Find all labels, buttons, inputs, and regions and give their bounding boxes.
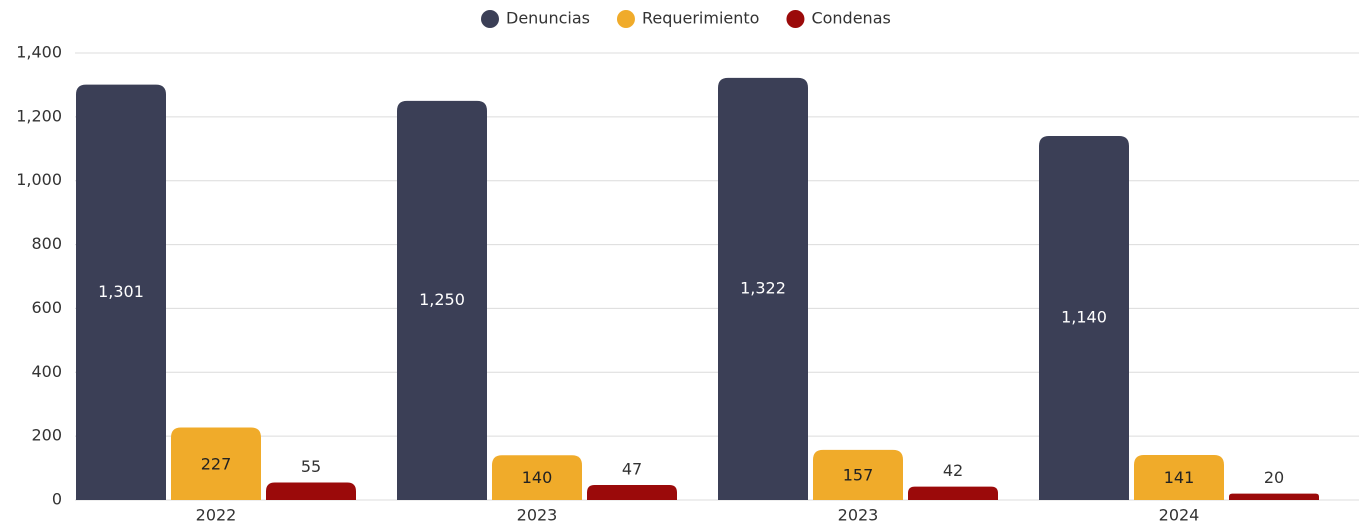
legend-label: Denuncias <box>506 9 590 28</box>
bar <box>1039 136 1129 500</box>
data-label: 1,250 <box>419 290 465 309</box>
data-label: 140 <box>522 468 553 487</box>
bar <box>397 100 487 501</box>
legend-label: Condenas <box>811 9 890 28</box>
data-label: 20 <box>1264 468 1284 487</box>
y-tick-label: 1,000 <box>16 170 62 189</box>
y-tick-label: 600 <box>31 298 62 317</box>
data-label: 47 <box>622 459 642 478</box>
bar <box>718 77 808 500</box>
bar <box>1134 454 1224 500</box>
data-label: 157 <box>843 465 874 484</box>
bar <box>1229 493 1319 500</box>
data-label: 42 <box>943 461 963 480</box>
x-tick-label: 2022 <box>196 506 237 525</box>
data-label: 227 <box>201 454 232 473</box>
legend-label: Requerimiento <box>642 9 759 28</box>
y-tick-label: 800 <box>31 234 62 253</box>
data-label: 1,322 <box>740 278 786 297</box>
x-tick-label: 2023 <box>838 506 879 525</box>
bar <box>492 455 582 500</box>
data-label: 1,301 <box>98 282 144 301</box>
bar <box>813 449 903 500</box>
y-tick-label: 0 <box>52 490 62 509</box>
data-label: 55 <box>301 457 321 476</box>
legend-marker <box>481 10 499 28</box>
x-tick-label: 2024 <box>1159 506 1200 525</box>
data-label: 1,140 <box>1061 308 1107 327</box>
y-tick-label: 1,400 <box>16 43 62 62</box>
bar <box>171 427 261 500</box>
legend-marker <box>616 10 635 28</box>
data-label: 141 <box>1164 468 1195 487</box>
bar <box>908 486 998 500</box>
legend-marker <box>786 10 805 28</box>
bar <box>587 484 677 500</box>
bar <box>76 84 166 500</box>
y-tick-label: 200 <box>31 426 62 445</box>
x-tick-label: 2023 <box>517 506 558 525</box>
bar <box>266 482 356 500</box>
y-tick-label: 1,200 <box>16 106 62 125</box>
y-tick-label: 400 <box>31 362 62 381</box>
